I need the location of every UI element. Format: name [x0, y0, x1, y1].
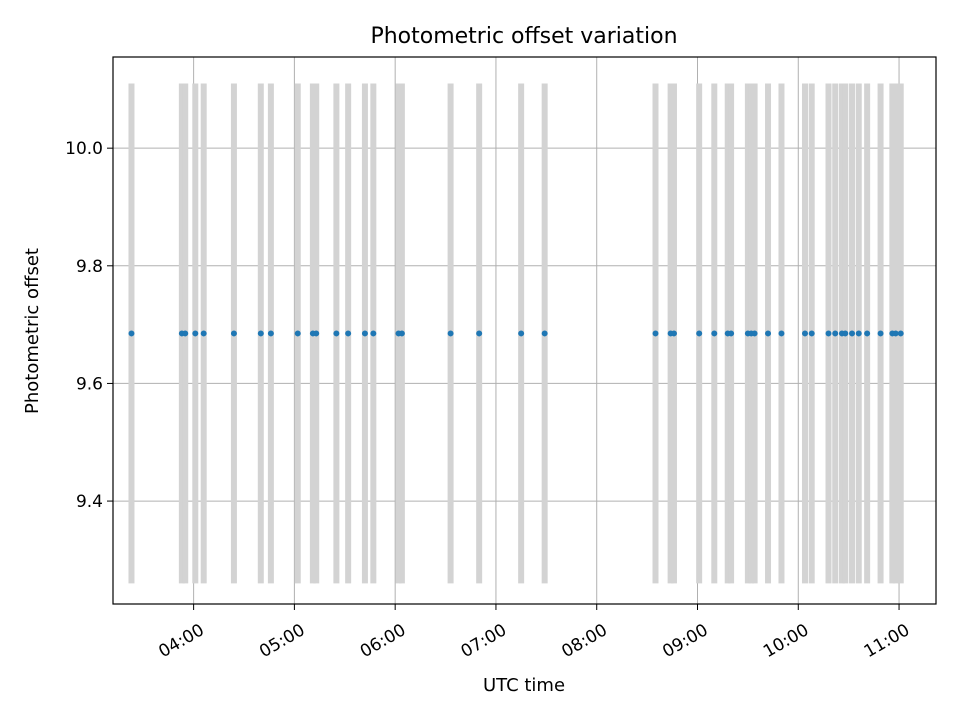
data-point	[333, 330, 340, 337]
data-point	[765, 330, 772, 337]
y-tick-label: 9.8	[76, 257, 103, 277]
data-point	[370, 330, 377, 337]
y-axis-ticks: 9.4 9.6 9.8 10.0	[65, 139, 113, 512]
data-point	[808, 330, 815, 337]
data-point	[897, 330, 904, 337]
x-tick-label: 04:00	[155, 620, 207, 662]
x-tick-label: 11:00	[861, 620, 913, 662]
x-tick-label: 08:00	[558, 620, 610, 662]
y-tick-label: 10.0	[65, 139, 103, 159]
data-point	[696, 330, 703, 337]
chart-title: Photometric offset variation	[370, 24, 677, 49]
data-point	[832, 330, 839, 337]
data-point	[476, 330, 483, 337]
y-tick-label: 9.4	[76, 492, 103, 512]
data-point	[361, 330, 368, 337]
plot-frame	[112, 56, 937, 605]
x-tick-label: 07:00	[458, 620, 510, 662]
data-point	[652, 330, 659, 337]
data-point	[842, 330, 849, 337]
data-point	[345, 330, 352, 337]
data-point	[778, 330, 785, 337]
x-tick-label: 06:00	[357, 620, 409, 662]
data-point	[313, 330, 320, 337]
data-point	[447, 330, 454, 337]
data-points	[128, 330, 904, 337]
data-point	[294, 330, 301, 337]
data-point	[728, 330, 735, 337]
data-point	[200, 330, 207, 337]
data-point	[855, 330, 862, 337]
y-tick-label: 9.6	[76, 374, 103, 394]
x-tick-label: 09:00	[659, 620, 711, 662]
error-bars	[128, 83, 904, 584]
x-axis-label: UTC time	[483, 675, 565, 696]
data-point	[398, 330, 405, 337]
data-point	[541, 330, 548, 337]
data-point	[711, 330, 718, 337]
data-point	[670, 330, 677, 337]
data-point	[849, 330, 856, 337]
data-point	[877, 330, 884, 337]
data-point	[751, 330, 758, 337]
data-point	[257, 330, 264, 337]
x-tick-label: 10:00	[760, 620, 812, 662]
data-point	[864, 330, 871, 337]
data-point	[518, 330, 525, 337]
data-point	[192, 330, 199, 337]
data-point	[230, 330, 237, 337]
data-point	[267, 330, 274, 337]
data-point	[801, 330, 808, 337]
x-axis-ticks: 04:00 05:00 06:00 07:00 08:00 09:00 10:00 11:00	[155, 604, 913, 662]
data-point	[892, 330, 899, 337]
data-point	[128, 330, 135, 337]
x-tick-label: 05:00	[256, 620, 308, 662]
data-point	[182, 330, 189, 337]
y-axis-label: Photometric offset	[22, 248, 43, 414]
data-point	[825, 330, 832, 337]
